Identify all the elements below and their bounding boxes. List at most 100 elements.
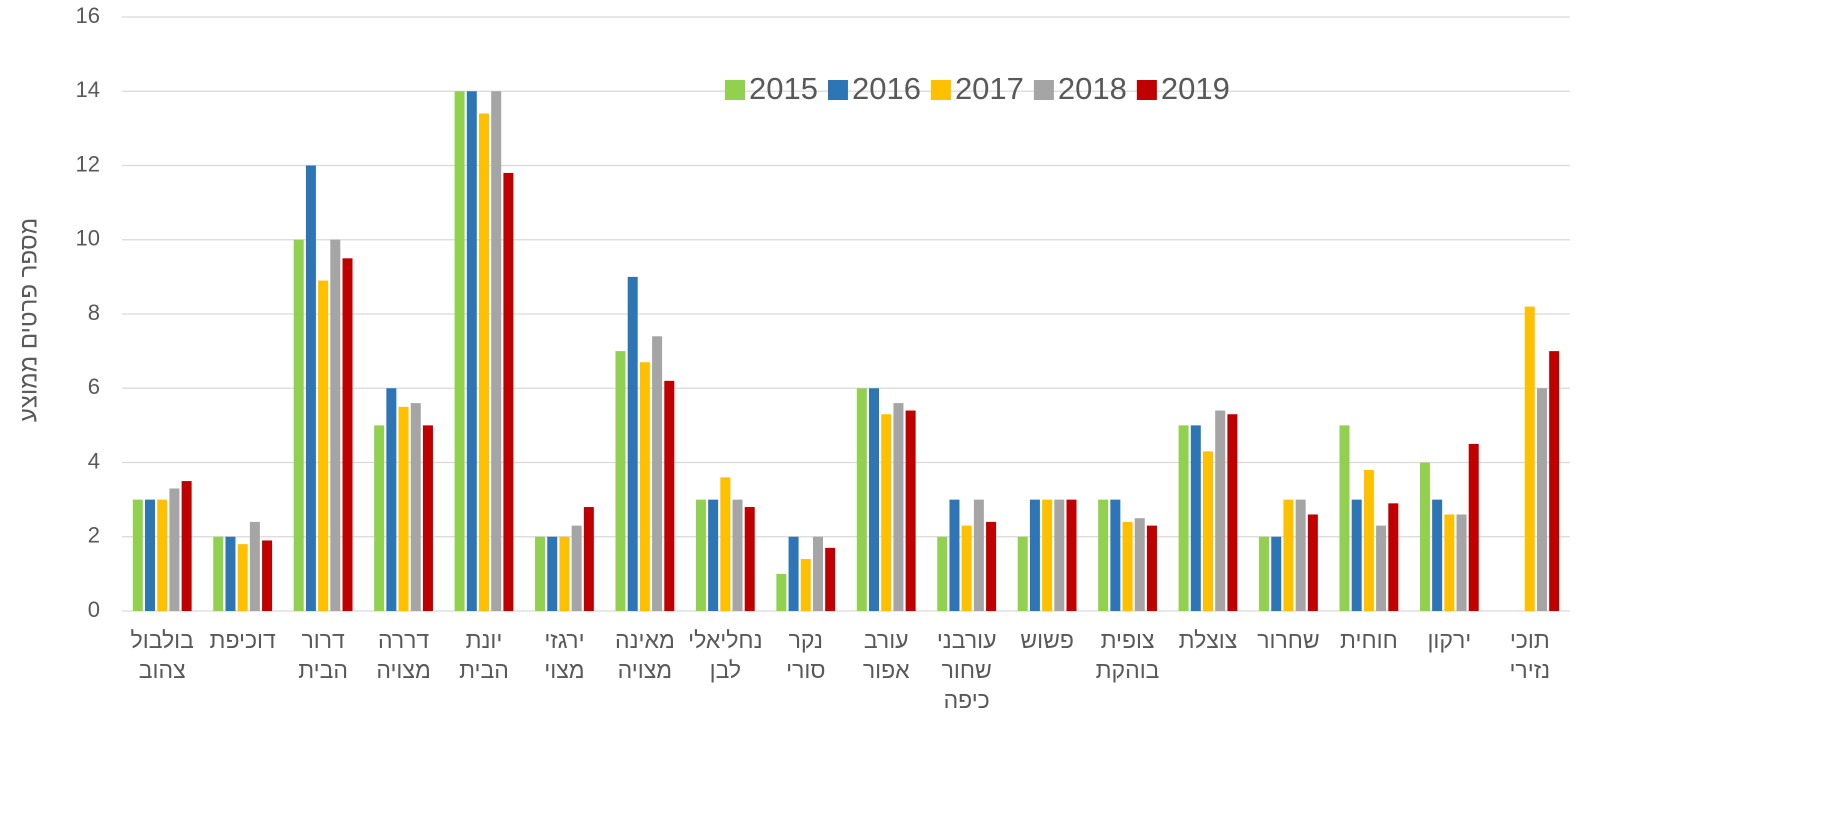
bar (1110, 499, 1121, 611)
x-tick-label: ירקון (1427, 627, 1471, 653)
legend-swatch (725, 80, 745, 100)
bar (986, 521, 997, 611)
x-tick-label: כיפה (944, 687, 990, 713)
legend-swatch (1136, 80, 1157, 100)
x-tick-label: שחור (942, 657, 992, 683)
y-tick-label: 6 (88, 374, 100, 399)
x-tick-label: הבית (298, 657, 348, 683)
bar (422, 425, 433, 611)
bar (181, 481, 192, 611)
bar (1066, 499, 1077, 611)
bar (237, 544, 248, 611)
bar (1271, 536, 1282, 611)
bar (615, 351, 626, 611)
y-tick-label: 8 (88, 300, 100, 325)
bar (132, 499, 143, 611)
bar (695, 499, 706, 611)
legend-label: 2018 (1058, 71, 1127, 106)
bar (479, 113, 489, 612)
bar (1054, 499, 1065, 611)
bar (1339, 425, 1350, 611)
legend-label: 2016 (852, 71, 921, 106)
x-tick-label: מצוי (544, 657, 584, 683)
bar (856, 388, 867, 611)
bar (169, 488, 180, 611)
y-tick-label: 4 (88, 448, 100, 473)
bar (720, 477, 731, 611)
y-tick-label: 0 (88, 597, 100, 622)
y-tick-label: 12 (76, 151, 100, 176)
bar (1283, 499, 1294, 611)
bar (454, 91, 465, 611)
y-axis-title: מספר פרטים ממוצע (15, 218, 42, 422)
x-tick-label: דררה (378, 627, 429, 653)
bar (262, 540, 273, 611)
bar (1029, 499, 1040, 611)
x-tick-label: נזירי (1509, 657, 1550, 683)
bar (1227, 414, 1238, 611)
legend-label: 2015 (749, 71, 818, 106)
bar (1295, 499, 1306, 611)
x-tick-label: עורב (864, 627, 909, 653)
bar (1122, 521, 1133, 611)
bar (1190, 425, 1201, 611)
x-tick-label: סורי (786, 657, 825, 683)
bar (937, 536, 948, 611)
y-tick-label: 2 (88, 523, 100, 548)
y-tick-label: 14 (76, 77, 100, 102)
bar (1444, 514, 1455, 611)
x-tick-label: צוצלת (1179, 627, 1238, 653)
bar (503, 172, 514, 612)
x-tick-label: צהוב (139, 657, 186, 683)
bar (225, 536, 236, 611)
bar (1419, 462, 1430, 611)
bar (825, 547, 836, 611)
bar (961, 525, 972, 611)
bar (812, 536, 823, 611)
bar (318, 280, 329, 611)
bar (330, 239, 341, 611)
x-tick-label: בוהקת (1096, 657, 1160, 683)
x-tick-label: שחרור (1257, 627, 1319, 653)
x-tick-label: פשוש (1020, 627, 1074, 653)
bar (535, 536, 546, 611)
bar (949, 499, 960, 611)
bar (1549, 351, 1560, 611)
bar (157, 499, 168, 611)
x-tick-label: אפור (863, 657, 910, 683)
x-tick-label: מצויה (618, 657, 672, 683)
x-tick-label: עורבני (937, 627, 997, 653)
bar (973, 499, 984, 611)
bar (1215, 410, 1226, 611)
bar (1178, 425, 1189, 611)
bar (1017, 536, 1028, 611)
legend-swatch (827, 80, 848, 100)
legend-swatch (930, 80, 951, 100)
bar (410, 403, 421, 611)
x-tick-label: נחליאלי (688, 627, 762, 653)
bar (342, 258, 353, 611)
bar (305, 165, 316, 611)
bar (905, 410, 916, 611)
bar (466, 91, 477, 611)
bar (893, 403, 904, 611)
legend-label: 2019 (1161, 71, 1230, 106)
bar (374, 425, 385, 611)
bar (1376, 525, 1387, 611)
bar (213, 536, 224, 611)
legend-swatch (1033, 80, 1054, 100)
bar (1042, 499, 1053, 611)
bar (639, 362, 650, 611)
bar (1307, 514, 1318, 611)
bar (1098, 499, 1109, 611)
bar (571, 525, 582, 611)
bar (1388, 503, 1399, 611)
bar (491, 91, 502, 611)
x-tick-label: נקר (789, 627, 823, 653)
x-tick-label: מאינה (615, 627, 675, 653)
x-tick-label: לבן (710, 657, 741, 683)
bar (1146, 525, 1157, 611)
x-tick-label: צופית (1101, 627, 1155, 653)
bar (732, 499, 743, 611)
